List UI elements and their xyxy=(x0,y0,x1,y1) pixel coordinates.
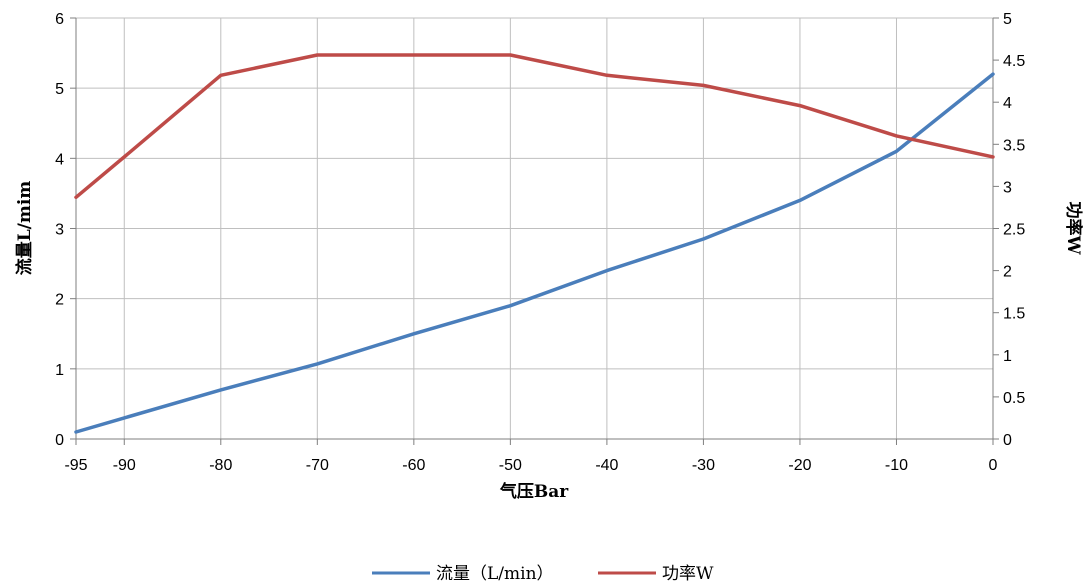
x-axis-title: 气压Bar xyxy=(499,481,569,502)
x-tick-label: -40 xyxy=(595,457,618,474)
right-y-tick-label: 3.5 xyxy=(1003,137,1025,154)
right-y-tick-label: 3 xyxy=(1003,179,1012,196)
x-tick-label: 0 xyxy=(989,457,998,474)
left-y-tick-label: 2 xyxy=(55,292,64,309)
x-tick-label: -50 xyxy=(499,457,522,474)
left-y-tick-label: 4 xyxy=(55,151,64,168)
left-y-axis-title: 流量L/mim xyxy=(14,181,35,276)
right-y-tick-label: 0 xyxy=(1003,432,1012,449)
series-lines xyxy=(74,53,995,434)
right-y-tick-label: 2.5 xyxy=(1003,222,1025,239)
axes xyxy=(70,17,999,445)
right-y-axis-title: 功率W xyxy=(1063,201,1083,255)
left-y-tick-labels: 0 1 2 3 4 5 6 xyxy=(55,11,64,449)
x-tick-label: -90 xyxy=(113,457,136,474)
legend: 流量（L/min） 功率W xyxy=(372,564,714,582)
left-y-tick-label: 3 xyxy=(55,222,64,239)
x-tick-labels: -95 -90 -80 -70 -60 -50 -40 -30 -20 -10 0 xyxy=(64,457,997,474)
x-tick-label: -20 xyxy=(788,457,811,474)
x-tick-label: -70 xyxy=(306,457,329,474)
x-tick-label: -60 xyxy=(402,457,425,474)
right-y-tick-label: 5 xyxy=(1003,11,1012,28)
left-y-tick-label: 5 xyxy=(55,81,64,98)
right-y-tick-labels: 0 0.5 1 1.5 2 2.5 3 3.5 4 4.5 5 xyxy=(1003,11,1025,449)
left-y-tick-label: 1 xyxy=(55,362,64,379)
right-y-tick-label: 2 xyxy=(1003,264,1012,281)
x-tick-label: -10 xyxy=(885,457,908,474)
right-y-tick-label: 4.5 xyxy=(1003,53,1025,70)
power-series-line xyxy=(74,53,995,200)
grid-lines xyxy=(76,17,993,439)
x-tick-label: -95 xyxy=(64,457,87,474)
right-y-tick-label: 1.5 xyxy=(1003,306,1025,323)
right-y-tick-label: 1 xyxy=(1003,348,1012,365)
right-y-tick-label: 0.5 xyxy=(1003,390,1025,407)
left-y-tick-label: 6 xyxy=(55,11,64,28)
legend-label-power: 功率W xyxy=(662,564,714,582)
legend-label-flow: 流量（L/min） xyxy=(436,564,554,582)
x-tick-label: -80 xyxy=(209,457,232,474)
right-y-tick-label: 4 xyxy=(1003,95,1012,112)
x-tick-label: -30 xyxy=(692,457,715,474)
flow-series-line xyxy=(74,72,995,434)
left-y-tick-label: 0 xyxy=(55,432,64,449)
